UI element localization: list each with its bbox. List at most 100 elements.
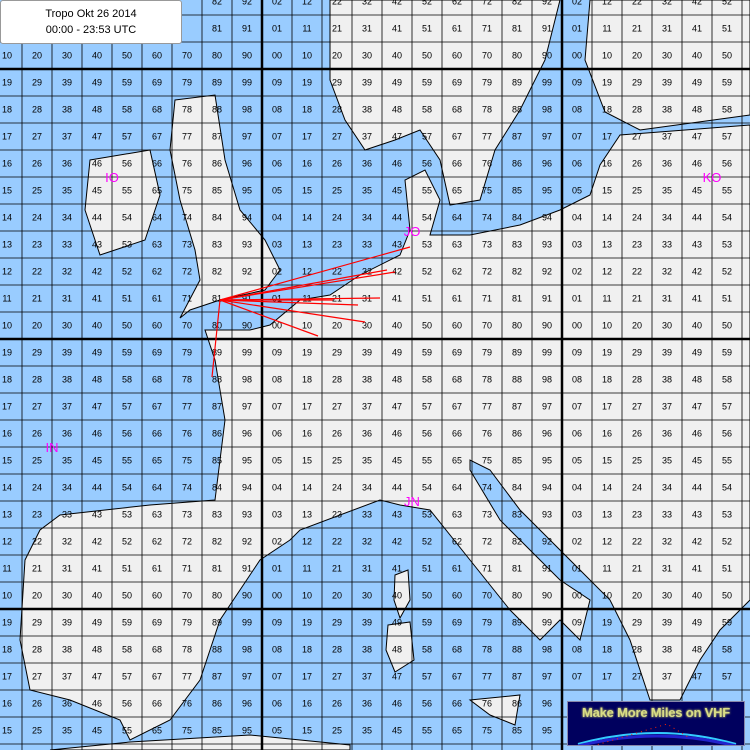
grid-square-label: 45 xyxy=(392,186,402,196)
grid-square-label: 72 xyxy=(482,267,492,277)
grid-square-label: 79 xyxy=(482,618,492,628)
grid-square-label: 50 xyxy=(422,591,432,601)
grid-square-label: 18 xyxy=(2,105,12,115)
grid-square-label: 56 xyxy=(722,429,732,439)
grid-square-label: 80 xyxy=(512,321,522,331)
grid-square-label: 95 xyxy=(542,186,552,196)
grid-square-label: 39 xyxy=(62,618,72,628)
tropo-path-line xyxy=(219,271,396,301)
grid-square-label: 45 xyxy=(392,726,402,736)
grid-square-label: 18 xyxy=(302,105,312,115)
grid-square-label: 47 xyxy=(92,672,102,682)
grid-square-label: 86 xyxy=(212,159,222,169)
grid-square-label: 38 xyxy=(662,375,672,385)
grid-square-label: 88 xyxy=(512,375,522,385)
grid-square-label: 90 xyxy=(242,591,252,601)
grid-square-label: 66 xyxy=(452,159,462,169)
grid-square-label: 37 xyxy=(662,132,672,142)
grid-square-label: 69 xyxy=(452,78,462,88)
grid-square-label: 28 xyxy=(32,645,42,655)
grid-square-label: 13 xyxy=(2,240,12,250)
grid-square-label: 59 xyxy=(422,618,432,628)
grid-square-label: 04 xyxy=(572,483,582,493)
grid-square-label: 37 xyxy=(62,672,72,682)
grid-square-label: 20 xyxy=(632,321,642,331)
grid-square-label: 63 xyxy=(452,510,462,520)
grid-square-label: 88 xyxy=(212,105,222,115)
grid-square-label: 78 xyxy=(482,375,492,385)
grid-square-label: 18 xyxy=(602,375,612,385)
grid-square-label: 79 xyxy=(482,348,492,358)
grid-square-label: 79 xyxy=(182,348,192,358)
grid-square-label: 83 xyxy=(512,240,522,250)
grid-square-label: 27 xyxy=(632,672,642,682)
grid-square-label: 14 xyxy=(302,483,312,493)
grid-square-label: 44 xyxy=(692,483,702,493)
grid-square-label: 19 xyxy=(602,348,612,358)
grid-square-label: 34 xyxy=(62,213,72,223)
grid-square-label: 64 xyxy=(152,483,162,493)
grid-square-label: 28 xyxy=(32,105,42,115)
grid-square-label: 28 xyxy=(332,105,342,115)
grid-square-label: 71 xyxy=(182,564,192,574)
grid-square-label: 81 xyxy=(512,24,522,34)
grid-square-label: 75 xyxy=(182,456,192,466)
grid-square-label: 38 xyxy=(62,375,72,385)
grid-square-label: 66 xyxy=(452,429,462,439)
grid-square-label: 39 xyxy=(362,348,372,358)
grid-square-label: 13 xyxy=(602,240,612,250)
grid-square-label: 49 xyxy=(92,78,102,88)
grid-square-label: 28 xyxy=(332,645,342,655)
grid-square-label: 30 xyxy=(62,321,72,331)
grid-square-label: 01 xyxy=(272,294,282,304)
grid-square-label: 47 xyxy=(692,402,702,412)
grid-square-label: 36 xyxy=(362,429,372,439)
logo-earth-curve-icon xyxy=(577,723,737,745)
grid-square-label: 44 xyxy=(92,213,102,223)
grid-square-label: 84 xyxy=(512,483,522,493)
grid-square-label: 21 xyxy=(332,564,342,574)
grid-square-label: 38 xyxy=(362,645,372,655)
grid-square-label: 28 xyxy=(332,375,342,385)
grid-square-label: 54 xyxy=(722,483,732,493)
grid-square-label: 34 xyxy=(362,483,372,493)
grid-square-label: 75 xyxy=(482,726,492,736)
grid-square-label: 17 xyxy=(602,132,612,142)
grid-square-label: 39 xyxy=(362,78,372,88)
grid-square-label: 70 xyxy=(182,591,192,601)
grid-square-label: 44 xyxy=(392,483,402,493)
grid-square-label: 40 xyxy=(92,591,102,601)
grid-square-label: 38 xyxy=(362,105,372,115)
tropo-path-line xyxy=(211,299,221,378)
grid-square-label: 38 xyxy=(662,645,672,655)
grid-square-label: 77 xyxy=(482,672,492,682)
grid-square-label: 58 xyxy=(122,375,132,385)
grid-square-label: 10 xyxy=(302,51,312,61)
grid-square-label: 37 xyxy=(362,132,372,142)
grid-square-label: 95 xyxy=(542,456,552,466)
grid-square-label: 32 xyxy=(662,537,672,547)
grid-square-label: 95 xyxy=(242,726,252,736)
grid-square-label: 81 xyxy=(212,564,222,574)
field-label-jo: JO xyxy=(404,224,421,239)
grid-square-label: 61 xyxy=(452,294,462,304)
grid-square-label: 51 xyxy=(722,24,732,34)
grid-square-label: 18 xyxy=(302,645,312,655)
grid-square-label: 42 xyxy=(392,537,402,547)
grid-square-label: 44 xyxy=(692,213,702,223)
grid-square-label: 78 xyxy=(182,375,192,385)
grid-square-label: 77 xyxy=(182,132,192,142)
grid-square-label: 19 xyxy=(2,78,12,88)
grid-square-label: 23 xyxy=(332,510,342,520)
grid-square-label: 00 xyxy=(572,591,582,601)
grid-square-label: 65 xyxy=(152,186,162,196)
grid-square-label: 41 xyxy=(92,564,102,574)
grid-square-label: 40 xyxy=(392,321,402,331)
grid-square-label: 10 xyxy=(302,591,312,601)
grid-square-label: 52 xyxy=(722,537,732,547)
grid-square-label: 14 xyxy=(2,483,12,493)
grid-square-label: 67 xyxy=(452,672,462,682)
grid-square-label: 09 xyxy=(572,348,582,358)
grid-square-label: 03 xyxy=(272,240,282,250)
grid-square-label: 47 xyxy=(392,402,402,412)
